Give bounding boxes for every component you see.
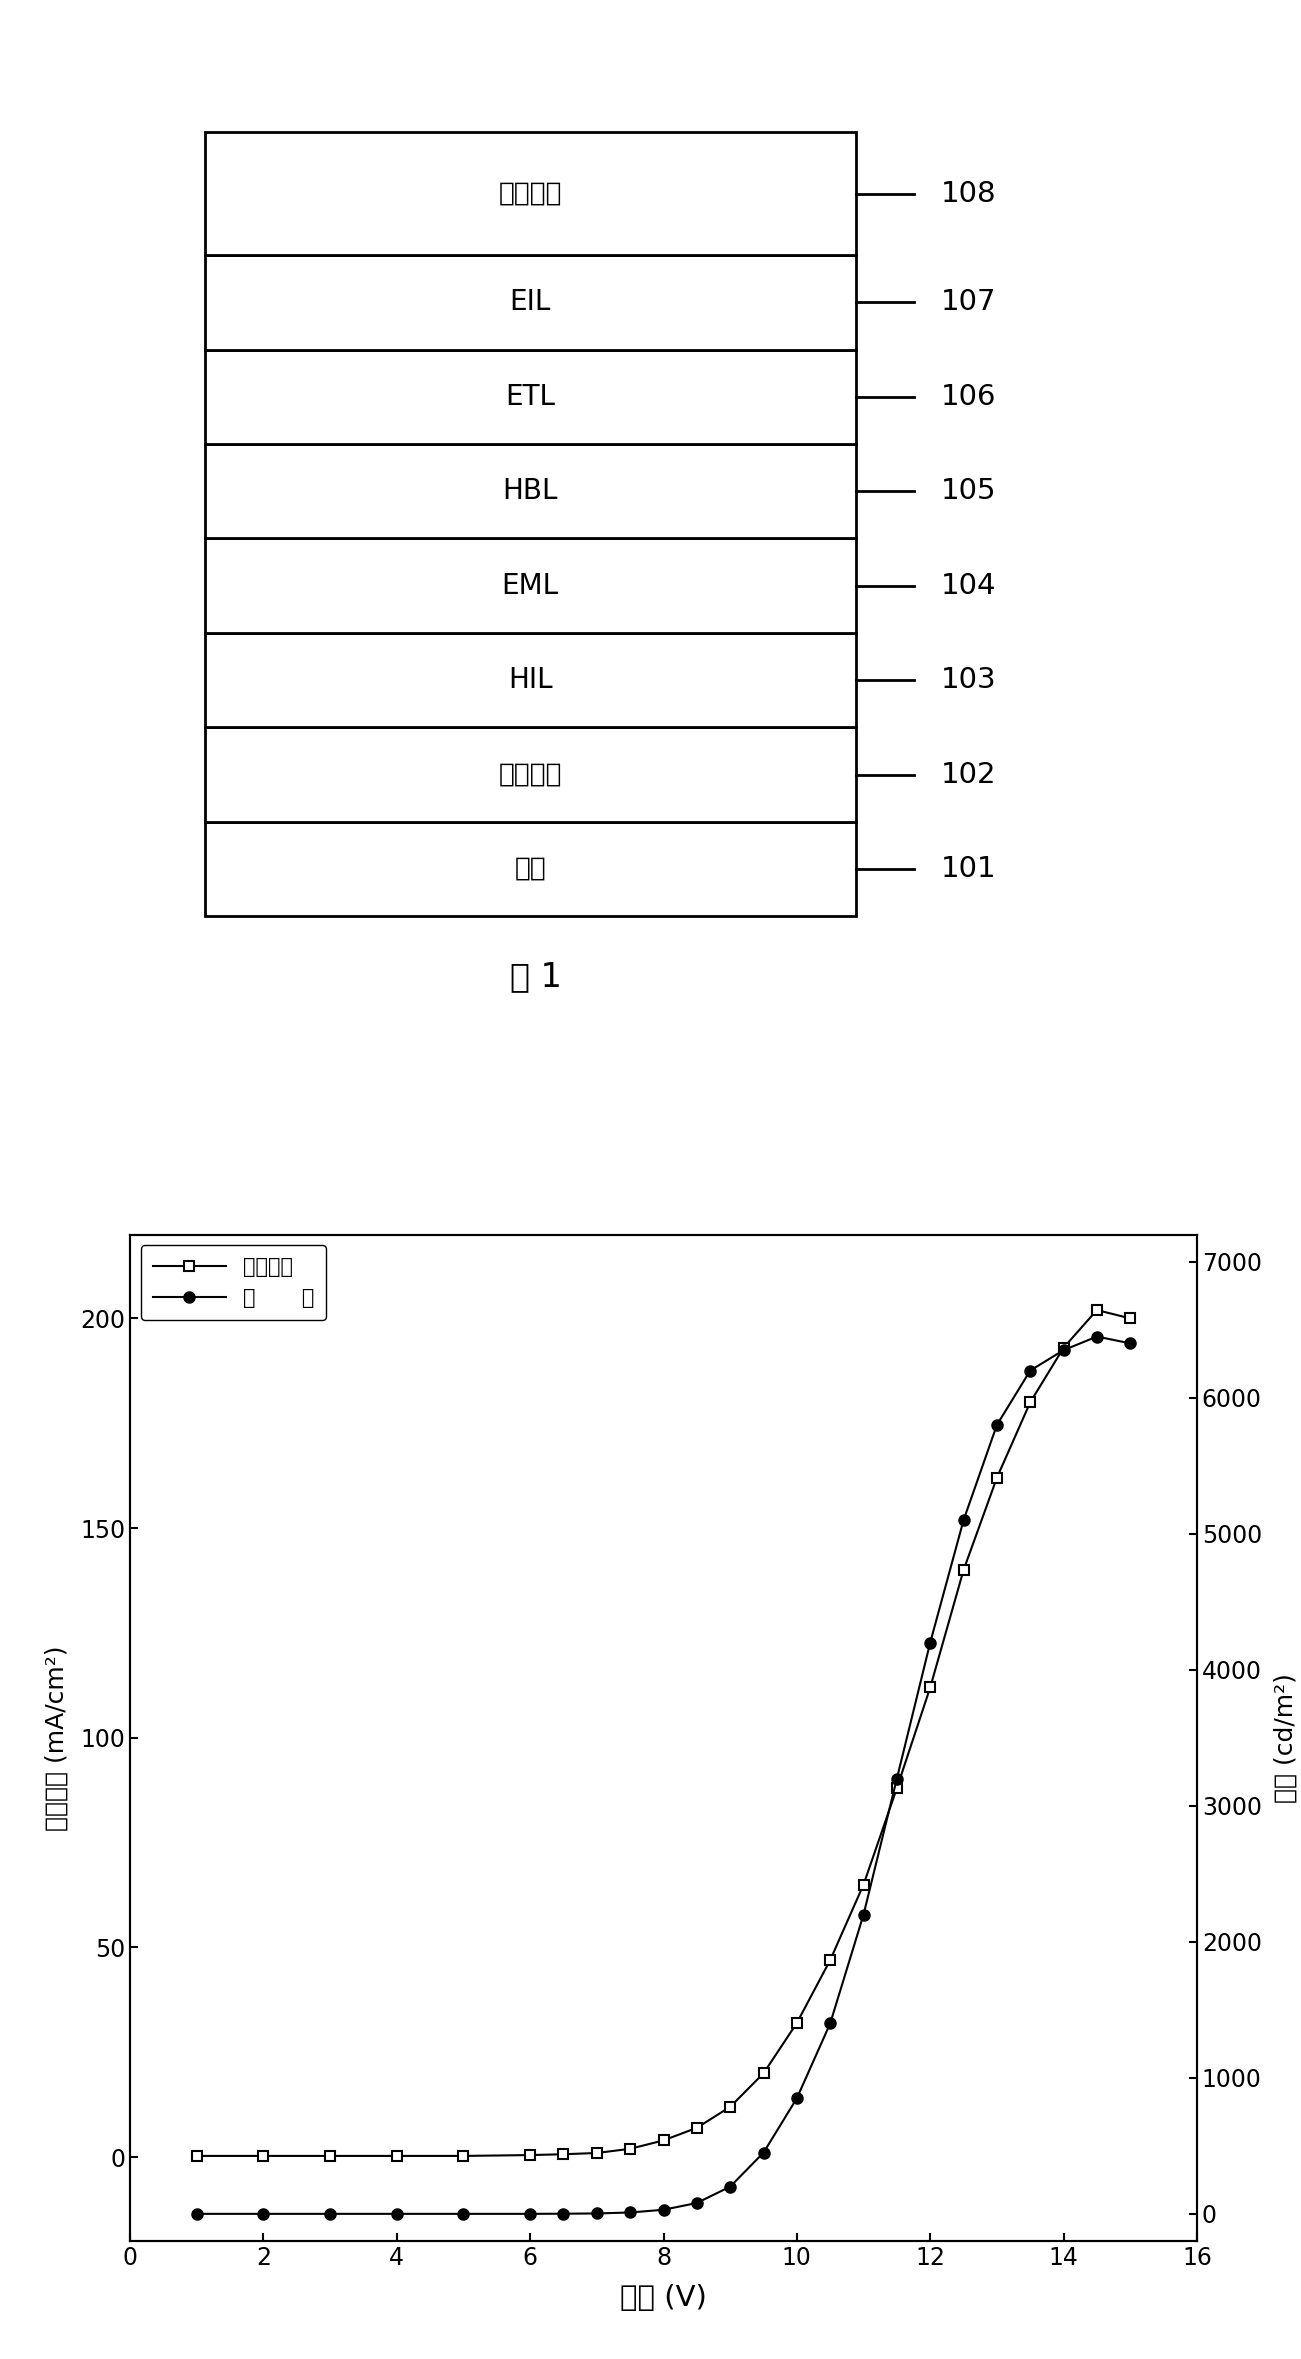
Text: 105: 105 [941,477,997,505]
亮       度 [589,2199,605,2227]
电流密度 [722,2092,738,2121]
亮       度 [1123,1328,1138,1356]
电流密度 [656,2125,671,2154]
亮       度 [556,2199,571,2227]
电流密度 [922,1673,938,1701]
亮       度 [1089,1323,1105,1352]
电流密度 [389,2142,405,2170]
Y-axis label: 亮度 (cd/m²): 亮度 (cd/m²) [1274,1673,1297,1802]
亮       度 [690,2189,705,2217]
Text: 图 1: 图 1 [510,960,562,993]
亮       度 [323,2199,338,2227]
Y-axis label: 电流密度 (mA/cm²): 电流密度 (mA/cm²) [46,1644,69,1831]
电流密度 [455,2142,471,2170]
Line: 电流密度: 电流密度 [193,1305,1134,2161]
亮       度 [523,2199,539,2227]
亮       度 [189,2199,204,2227]
Text: HIL: HIL [507,665,553,694]
亮       度 [956,1505,972,1533]
电流密度 [523,2142,539,2170]
亮       度 [255,2199,271,2227]
亮       度 [656,2196,671,2225]
亮       度 [788,2083,804,2111]
亮       度 [1056,1335,1072,1364]
Text: 第二电极: 第二电极 [498,182,562,208]
电流密度 [822,1946,838,1974]
电流密度 [255,2142,271,2170]
亮       度 [922,1628,938,1656]
亮       度 [389,2199,405,2227]
电流密度 [189,2142,204,2170]
Text: 106: 106 [941,382,997,410]
Text: HBL: HBL [502,477,558,505]
亮       度 [622,2199,637,2227]
电流密度 [1089,1295,1105,1323]
亮       度 [722,2173,738,2201]
电流密度 [690,2114,705,2142]
Bar [204,132,856,255]
Bar [204,632,856,727]
Bar [204,443,856,538]
Legend: 电流密度, 亮       度: 电流密度, 亮 度 [141,1246,327,1321]
Bar [204,255,856,349]
Text: 104: 104 [941,571,997,599]
电流密度 [1023,1387,1038,1415]
Text: 101: 101 [941,854,997,882]
电流密度 [956,1557,972,1585]
Text: 108: 108 [941,179,997,208]
Text: EIL: EIL [510,288,550,316]
Text: 102: 102 [941,760,997,788]
电流密度 [1123,1305,1138,1333]
电流密度 [1056,1333,1072,1361]
Bar [204,821,856,915]
Bar [204,349,856,443]
电流密度 [889,1774,904,1802]
Bar [204,727,856,821]
Line: 亮       度: 亮 度 [191,1330,1136,2220]
电流密度 [556,2140,571,2168]
亮       度 [756,2140,771,2168]
亮       度 [822,2010,838,2038]
亮       度 [1023,1356,1038,1385]
电流密度 [856,1871,872,1899]
Bar [204,538,856,632]
亮       度 [455,2199,471,2227]
Text: 107: 107 [941,288,997,316]
电流密度 [589,2140,605,2168]
Text: 第一电极: 第一电极 [498,762,562,788]
Text: EML: EML [502,571,558,599]
Text: 衔底: 衔底 [514,856,546,882]
Text: ETL: ETL [505,382,556,410]
电流密度 [788,2010,804,2038]
亮       度 [856,1901,872,1930]
电流密度 [989,1463,1004,1491]
电流密度 [622,2135,637,2163]
Text: 103: 103 [941,665,997,694]
电流密度 [323,2142,338,2170]
电流密度 [756,2059,771,2088]
亮       度 [989,1411,1004,1439]
X-axis label: 电压 (V): 电压 (V) [621,2284,706,2312]
亮       度 [889,1765,904,1793]
